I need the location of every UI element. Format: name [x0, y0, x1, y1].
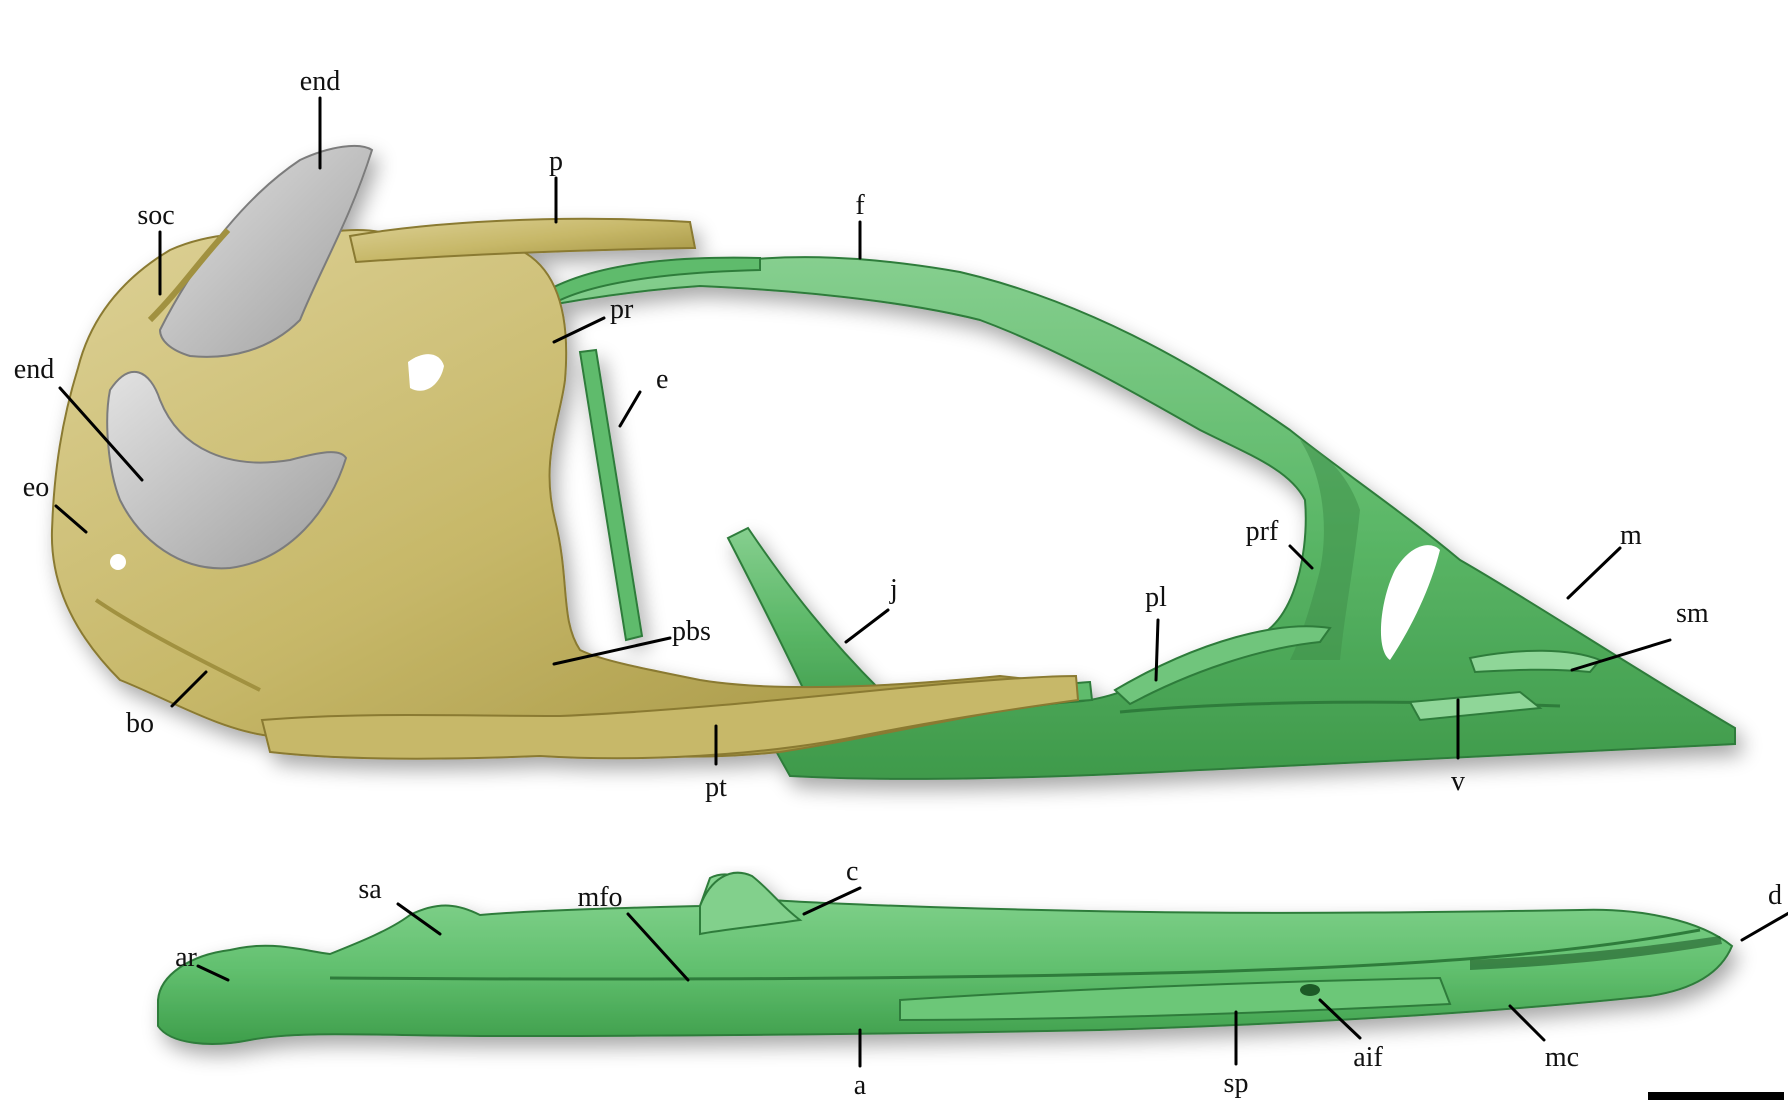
label-aif: aif: [1353, 1042, 1383, 1073]
leader-sm: [1570, 638, 1672, 672]
foramen-aif: [1300, 984, 1320, 996]
leader-sa: [396, 902, 442, 936]
label-mfo: mfo: [577, 882, 622, 913]
label-sm: sm: [1676, 598, 1709, 629]
label-f: f: [855, 190, 865, 221]
leader-j: [844, 608, 890, 644]
mandible-lateral-view: [157, 871, 1734, 1045]
endocast-upper: [158, 144, 374, 358]
label-soc: soc: [137, 200, 174, 231]
leader-e: [618, 390, 642, 428]
label-d: d: [1768, 880, 1782, 911]
scale-bar: [1648, 1092, 1784, 1100]
prefrontal-shape: [1290, 440, 1360, 660]
pterygoid-bar: [260, 674, 1080, 760]
leader-end-left: [58, 386, 144, 482]
leader-pl: [1154, 618, 1160, 682]
label-e: e: [656, 364, 668, 395]
leader-bo: [170, 670, 208, 708]
label-pr: pr: [610, 294, 634, 325]
label-sp: sp: [1224, 1068, 1249, 1099]
orbit-cavity: [408, 354, 444, 391]
epipterygoid-shape: [578, 348, 644, 642]
anatomical-labels: end p f soc pr end e eo prf m j pl sm pb…: [14, 66, 1782, 1100]
leader-prf: [1288, 544, 1314, 570]
occipital-ridge: [94, 598, 261, 692]
label-c: c: [846, 856, 858, 887]
label-m: m: [1620, 520, 1642, 551]
septomaxilla-shape: [1468, 649, 1602, 674]
meckelian-canal: [1470, 936, 1722, 970]
label-mc: mc: [1545, 1042, 1579, 1073]
antorbital-fenestra: [1380, 545, 1440, 660]
label-pt: pt: [705, 772, 727, 803]
leader-c: [802, 886, 862, 916]
label-end-left: end: [14, 354, 54, 385]
foramen: [110, 554, 126, 570]
parietal-shape: [348, 217, 697, 264]
frontal-bar: [546, 256, 761, 304]
palatine-shape: [1113, 625, 1332, 706]
leader-aif: [1318, 998, 1362, 1040]
label-sa: sa: [358, 874, 382, 905]
leader-pr: [552, 316, 606, 344]
leader-eo: [54, 504, 88, 534]
label-bo: bo: [126, 708, 154, 739]
dentary-lower-edge: [329, 928, 1701, 981]
rostrum-shape: [546, 256, 1736, 780]
label-end-top: end: [300, 66, 340, 97]
label-p: p: [549, 146, 563, 177]
label-pl: pl: [1145, 582, 1167, 613]
label-ar: ar: [175, 942, 197, 973]
label-eo: eo: [23, 472, 49, 503]
label-j: j: [889, 574, 898, 605]
leader-d: [1740, 911, 1788, 942]
label-a: a: [854, 1070, 867, 1100]
endocast-lower: [106, 370, 348, 570]
label-pbs: pbs: [672, 616, 711, 647]
vomer-shape: [1408, 690, 1543, 722]
leader-mc: [1508, 1004, 1546, 1042]
label-v: v: [1451, 766, 1465, 797]
leader-ar: [196, 964, 230, 982]
leader-m: [1566, 546, 1622, 600]
leader-lines: [54, 96, 1788, 1068]
leader-mfo: [626, 912, 690, 982]
skull-lateral-view: [50, 144, 1736, 780]
coronoid-ridge: [699, 871, 803, 936]
leader-pbs: [552, 636, 672, 666]
supraoccipital-shape: [147, 227, 231, 323]
label-prf: prf: [1246, 516, 1279, 547]
